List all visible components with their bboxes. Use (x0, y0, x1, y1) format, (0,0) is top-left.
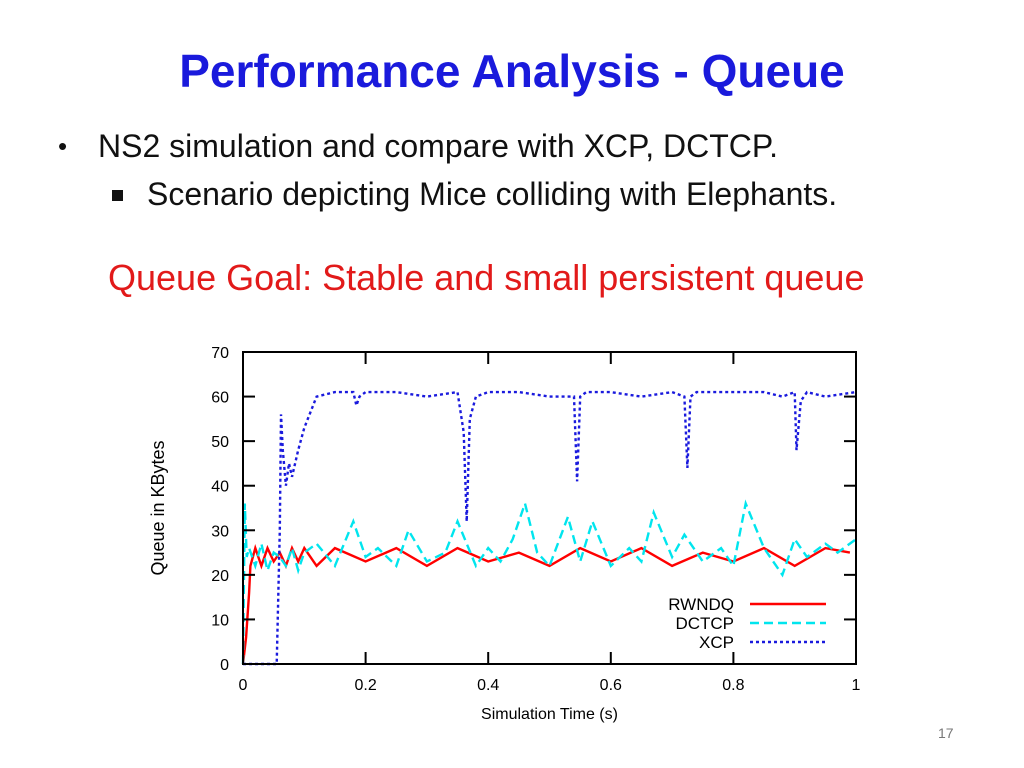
y-tick-label: 60 (211, 390, 229, 407)
bullet-dot-icon: • (58, 131, 68, 161)
queue-chart: 0 10 20 30 40 50 60 70 0 0.2 0.4 0.6 0.8 1 Simulation … (130, 330, 890, 735)
x-tick-label: 0.2 (354, 677, 376, 694)
y-tick-label: 70 (211, 345, 229, 362)
y-tick-label: 40 (211, 479, 229, 496)
x-axis-label: Simulation Time (s) (481, 706, 618, 723)
x-tick-label: 0.8 (722, 677, 744, 694)
y-axis-label: Queue in KBytes (148, 440, 168, 575)
legend-label-dctcp: DCTCP (675, 614, 734, 633)
x-tick-label: 0 (239, 677, 248, 694)
series-line-xcp (243, 390, 857, 666)
x-tick-label: 0.6 (600, 677, 622, 694)
y-tick-label: 30 (211, 523, 229, 540)
sub-bullet-text: Scenario depicting Mice colliding with E… (147, 176, 838, 212)
square-bullet-icon (112, 190, 123, 201)
y-tick-label: 0 (220, 657, 229, 674)
page-number: 17 (938, 725, 954, 741)
series-line-dctcp (241, 499, 857, 665)
bullet-text: NS2 simulation and compare with XCP, DCT… (98, 128, 778, 164)
y-tick-label: 20 (211, 568, 229, 585)
slide-title: Performance Analysis - Queue (179, 45, 845, 97)
x-tick-label: 1 (852, 677, 861, 694)
plot-frame (242, 351, 857, 665)
x-tick-label: 0.4 (477, 677, 499, 694)
sub-bullet-item: Scenario depicting Mice colliding with E… (112, 176, 837, 213)
y-tick-label: 10 (211, 612, 229, 629)
queue-goal-text: Queue Goal: Stable and small persistent … (108, 257, 865, 298)
legend-label-rwndq: RWNDQ (668, 595, 734, 614)
bullet-item: • NS2 simulation and compare with XCP, D… (58, 128, 778, 165)
queue-chart-svg: 0 10 20 30 40 50 60 70 0 0.2 0.4 0.6 0.8 1 Simulation … (148, 345, 861, 723)
y-tick-label: 50 (211, 434, 229, 451)
legend-label-xcp: XCP (699, 633, 734, 652)
